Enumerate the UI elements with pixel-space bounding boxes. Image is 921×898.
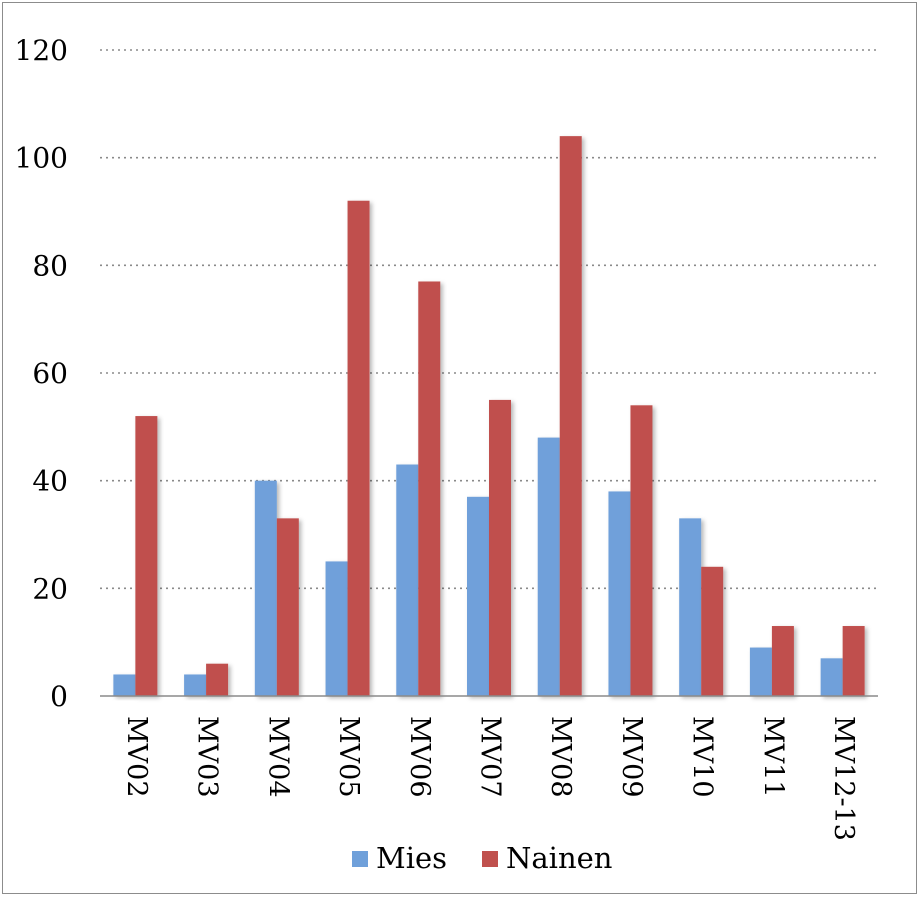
bar-nainen-mv03: [206, 663, 229, 696]
x-category-label: MV04: [262, 716, 293, 798]
gridlines: [100, 49, 878, 590]
bar-nainen-mv10: [701, 566, 724, 696]
y-tick-label: 120: [15, 34, 68, 67]
legend-swatch-mies: [352, 851, 368, 867]
bars: [113, 136, 865, 697]
x-category-label: MV06: [404, 716, 435, 798]
bar-mies-mv09: [608, 491, 631, 696]
bar-mies-mv02: [113, 674, 136, 696]
bar-nainen-mv09: [630, 405, 653, 696]
legend-label-nainen: Nainen: [506, 841, 612, 875]
x-category-label: MV10: [687, 716, 718, 798]
bar-mies-mv03: [184, 674, 207, 696]
bar-nainen-mv04: [276, 518, 299, 696]
bar-mies-mv06: [396, 464, 419, 696]
x-category-label: MV09: [616, 716, 647, 798]
bar-mies-mv12-13: [820, 658, 843, 696]
bar-mies-mv04: [254, 480, 277, 696]
bar-nainen-mv12-13: [842, 626, 865, 696]
x-category-label: MV05: [333, 716, 364, 798]
y-tick-label: 80: [32, 249, 68, 282]
bar-mies-mv11: [749, 647, 772, 696]
x-axis-category-labels: MV02 MV03 MV04 MV05 MV06 MV07 MV08 MV09 MV10 MV11…: [121, 716, 859, 841]
bar-nainen-mv02: [135, 416, 158, 696]
y-tick-label: 0: [50, 680, 68, 713]
bar-mies-mv08: [537, 437, 560, 696]
x-category-label: MV12-13: [828, 716, 859, 841]
x-category-label: MV03: [192, 716, 223, 798]
bar-nainen-mv08: [559, 136, 582, 697]
x-category-label: MV11: [757, 716, 788, 798]
bar-nainen-mv07: [489, 399, 511, 696]
bar-mies-mv05: [325, 561, 348, 696]
y-tick-label: 60: [32, 357, 68, 390]
y-tick-label: 20: [32, 572, 68, 605]
y-tick-label: 100: [15, 142, 68, 175]
x-category-label: MV08: [545, 716, 576, 798]
legend-label-mies: Mies: [376, 841, 447, 875]
bar-mies-mv10: [679, 518, 702, 696]
x-category-label: MV07: [475, 716, 506, 798]
legend: Mies Nainen: [352, 841, 612, 875]
bar-mies-mv07: [467, 496, 489, 696]
bar-nainen-mv06: [418, 281, 441, 696]
legend-swatch-nainen: [482, 851, 498, 867]
x-category-label: MV02: [121, 716, 152, 798]
bar-nainen-mv05: [347, 200, 370, 696]
y-axis-tick-labels: 0 20 40 60 80 100 120: [15, 34, 68, 713]
y-tick-label: 40: [32, 465, 68, 498]
bar-nainen-mv11: [771, 626, 794, 696]
